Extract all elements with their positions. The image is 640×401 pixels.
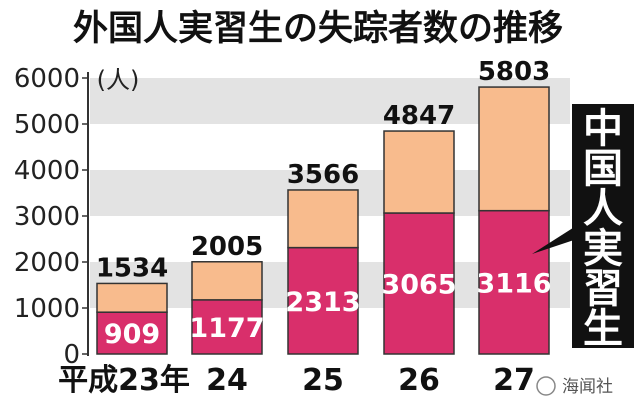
bar-china-value-label: 2313 [285, 287, 360, 318]
y-tick-label: 0 [63, 340, 80, 370]
bar-china [191, 299, 263, 355]
bar-china-value-label: 3065 [381, 270, 456, 301]
bar-other [478, 86, 550, 212]
y-tick-label: 3000 [14, 202, 80, 232]
callout-box [572, 104, 634, 348]
bar-china-value-label: 3116 [476, 268, 551, 299]
bar-china [287, 246, 359, 355]
bar-china [383, 212, 455, 355]
bar-other [191, 261, 263, 301]
y-axis-unit-label: (人) [97, 66, 140, 94]
bar-other [287, 189, 359, 249]
callout-char: 国 [583, 146, 623, 192]
bar-total-label: 5803 [478, 57, 550, 87]
bar-other [96, 282, 168, 313]
bar-total-label: 4847 [383, 101, 455, 131]
callout-char: 中 [583, 106, 623, 152]
bar-total-label: 1534 [96, 253, 168, 283]
x-tick-label: 26 [398, 363, 440, 398]
x-axis-ticks: 平成23年 24 25 26 27 [58, 363, 535, 398]
x-tick-label: 平成23年 [58, 363, 190, 398]
callout-char: 習 [583, 266, 623, 312]
bar-other [383, 130, 455, 214]
x-tick-label: 25 [302, 363, 344, 398]
bar-total-label: 2005 [191, 232, 263, 262]
y-tick-label: 1000 [14, 294, 80, 324]
watermark: 海闻社 [536, 376, 613, 397]
bar-china-value-label: 909 [104, 319, 160, 350]
callout-char: 実 [583, 226, 623, 272]
x-tick-label: 24 [206, 363, 248, 398]
bars-group: 909 1534 1177 2005 2313 3566 3065 4847 3116 5803 [96, 57, 552, 355]
x-tick-label: 27 [493, 363, 535, 398]
y-tick-label: 5000 [14, 110, 80, 140]
watermark-icon [536, 376, 556, 396]
watermark-text: 海闻社 [562, 377, 613, 397]
y-tick-label: 4000 [14, 156, 80, 186]
callout-char: 生 [583, 306, 623, 352]
bar-total-label: 3566 [287, 160, 359, 190]
callout-char: 人 [583, 186, 623, 232]
bar-china [478, 209, 550, 355]
y-axis-ticks: 0 1000 2000 3000 4000 5000 6000 [14, 64, 88, 370]
y-tick-label: 2000 [14, 248, 80, 278]
chart-title: 外国人実習生の失踪者数の推移 [73, 9, 563, 49]
bar-china-value-label: 1177 [189, 313, 264, 344]
y-tick-label: 6000 [14, 64, 80, 94]
